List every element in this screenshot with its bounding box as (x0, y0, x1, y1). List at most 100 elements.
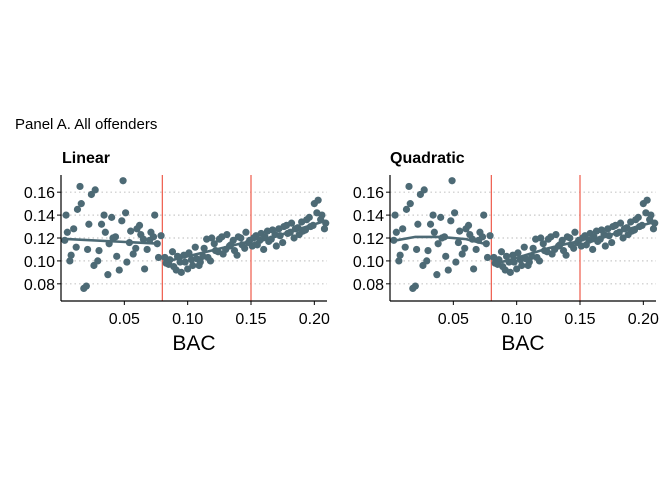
data-point (405, 182, 413, 191)
data-point (111, 233, 120, 241)
data-point (456, 227, 464, 235)
data-point (444, 266, 452, 274)
data-point (537, 234, 545, 242)
x-tick-label: 0.20 (628, 311, 659, 328)
data-point (119, 177, 127, 185)
y-tick-label: 0.16 (353, 185, 384, 202)
data-point (303, 216, 311, 224)
data-point (94, 257, 102, 265)
data-point (154, 253, 163, 262)
data-point (616, 219, 625, 227)
data-point (589, 245, 597, 254)
data-point (563, 233, 571, 241)
y-tick-label: 0.12 (353, 231, 384, 248)
data-point (63, 228, 71, 236)
y-tick-label: 0.08 (24, 277, 55, 294)
data-point (280, 222, 288, 231)
data-point (230, 247, 239, 255)
chart-panel-1: Linear 0.08 0.10 0.12 0.14 0.16 0.05 0.10 0.15 0.… (24, 150, 330, 355)
x-tick-label: 0.05 (109, 311, 140, 328)
data-point (189, 261, 197, 270)
data-point (260, 245, 268, 254)
data-point (409, 284, 417, 292)
data-point (67, 251, 75, 259)
data-point (314, 196, 322, 204)
data-point (483, 253, 492, 262)
data-point (571, 228, 579, 236)
data-point (242, 228, 250, 236)
data-point (578, 234, 587, 242)
data-point (149, 233, 158, 241)
data-point (518, 261, 526, 270)
data-point (143, 245, 151, 254)
data-point (437, 213, 445, 221)
data-point (191, 243, 199, 251)
data-point (433, 271, 441, 279)
data-point (200, 244, 208, 252)
data-point (73, 205, 82, 213)
x-tick-label: 0.10 (172, 311, 203, 328)
data-point (391, 211, 399, 219)
data-point (597, 226, 606, 234)
data-point (619, 234, 627, 242)
data-point (168, 248, 177, 256)
data-point (101, 228, 109, 236)
data-point (559, 247, 568, 255)
data-point (61, 236, 69, 244)
y-tick-label: 0.12 (24, 231, 55, 248)
y-tick-label: 0.10 (353, 254, 384, 271)
data-point (279, 238, 287, 247)
x-axis-label: BAC (172, 332, 215, 355)
chart-title: Quadratic (390, 150, 465, 167)
data-point (70, 225, 78, 233)
data-point (141, 265, 149, 273)
page-title: Panel A. All offenders (15, 116, 158, 133)
data-point (181, 258, 189, 266)
data-point (608, 238, 616, 247)
data-point (506, 268, 514, 276)
data-point (544, 235, 552, 243)
y-tick-label: 0.10 (24, 254, 55, 271)
data-point (643, 196, 651, 204)
data-point (525, 258, 533, 266)
data-point (151, 211, 159, 219)
data-point (520, 243, 528, 251)
data-point (77, 200, 85, 208)
y-tick-label: 0.14 (24, 208, 55, 225)
data-point (458, 250, 466, 258)
y-tick-label: 0.08 (353, 277, 384, 294)
data-point (447, 217, 455, 225)
x-tick-label: 0.15 (235, 311, 266, 328)
data-point (72, 243, 80, 251)
data-point (478, 233, 487, 241)
data-point (204, 253, 212, 262)
data-point (514, 249, 522, 257)
data-point (401, 243, 409, 251)
data-point (390, 236, 398, 244)
data-point (320, 225, 329, 233)
data-point (287, 219, 296, 227)
data-point (100, 211, 108, 219)
data-point (454, 238, 462, 247)
fit-line (163, 240, 251, 264)
data-point (399, 225, 407, 233)
chart-title: Linear (62, 150, 110, 167)
data-point (424, 247, 432, 255)
data-point (402, 205, 411, 213)
data-point (290, 234, 298, 242)
data-point (442, 252, 450, 260)
data-point (76, 182, 84, 191)
data-point (632, 216, 640, 224)
data-point (413, 245, 421, 254)
x-axis-label: BAC (501, 332, 544, 355)
data-point (223, 230, 231, 239)
data-point (462, 225, 470, 233)
data-point (392, 228, 400, 236)
data-point (499, 263, 507, 271)
data-point (486, 232, 494, 240)
data-point (396, 251, 404, 259)
data-point (127, 227, 135, 235)
data-point (430, 228, 438, 236)
data-point (97, 220, 106, 228)
data-point (513, 265, 521, 273)
